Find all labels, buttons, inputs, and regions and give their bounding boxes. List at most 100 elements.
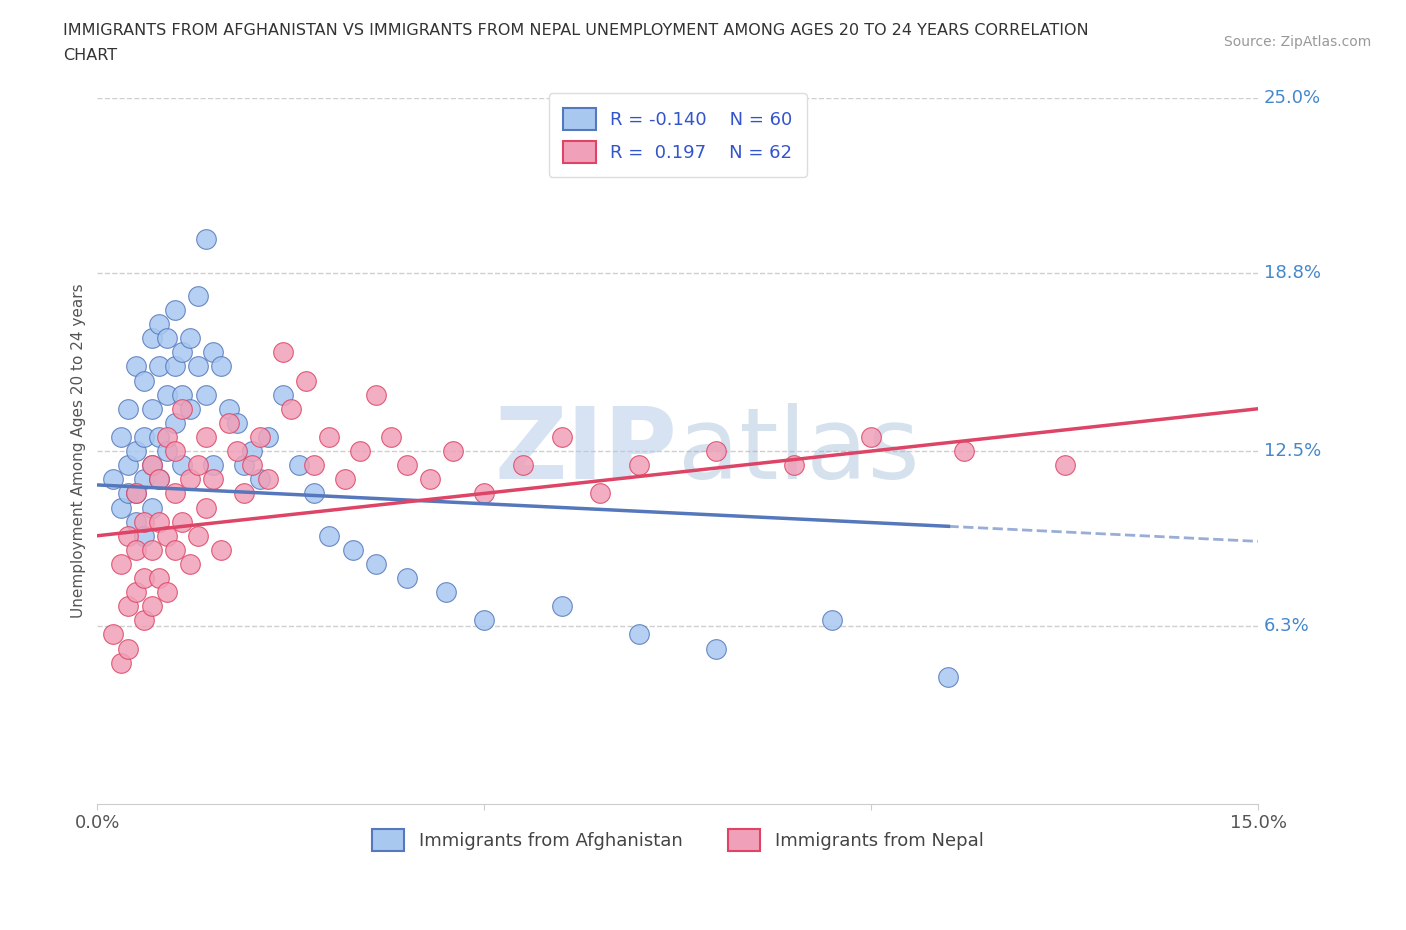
Point (218, 416, 240, 431)
Point (249, 472, 271, 486)
Point (280, 402, 302, 417)
Point (117, 486, 139, 501)
Point (110, 500, 132, 515)
Point (156, 528, 179, 543)
Point (125, 486, 148, 501)
Point (163, 302, 186, 317)
Point (938, 670, 960, 684)
Point (125, 514, 148, 529)
Point (953, 444, 976, 458)
Point (783, 458, 806, 472)
Point (209, 359, 232, 374)
Point (148, 514, 170, 529)
Point (117, 641, 139, 656)
Point (141, 500, 163, 515)
Text: IMMIGRANTS FROM AFGHANISTAN VS IMMIGRANTS FROM NEPAL UNEMPLOYMENT AMONG AGES 20 : IMMIGRANTS FROM AFGHANISTAN VS IMMIGRANT… (63, 23, 1088, 38)
Point (364, 556, 387, 571)
Point (472, 486, 495, 501)
Point (132, 514, 155, 529)
Point (287, 458, 309, 472)
Point (233, 458, 256, 472)
Point (179, 402, 201, 417)
Point (141, 458, 163, 472)
Text: ZIP: ZIP (495, 403, 678, 499)
Point (256, 472, 278, 486)
Point (706, 444, 728, 458)
Point (141, 458, 163, 472)
Point (132, 613, 155, 628)
Point (110, 656, 132, 671)
Point (132, 571, 155, 586)
Text: atlas: atlas (678, 403, 920, 499)
Point (194, 500, 217, 515)
Point (342, 542, 364, 557)
Point (125, 444, 148, 458)
Point (318, 430, 340, 445)
Point (110, 556, 132, 571)
Point (141, 599, 163, 614)
Point (163, 444, 186, 458)
Text: 18.8%: 18.8% (1264, 264, 1320, 283)
Point (125, 486, 148, 501)
Point (550, 430, 572, 445)
Point (441, 444, 464, 458)
Point (110, 430, 132, 445)
Point (156, 430, 179, 445)
Point (302, 458, 325, 472)
Y-axis label: Unemployment Among Ages 20 to 24 years: Unemployment Among Ages 20 to 24 years (72, 284, 86, 618)
Point (148, 472, 170, 486)
Point (249, 430, 271, 445)
Point (156, 585, 179, 600)
Point (194, 430, 217, 445)
Point (225, 416, 247, 431)
Legend: Immigrants from Afghanistan, Immigrants from Nepal: Immigrants from Afghanistan, Immigrants … (364, 822, 991, 858)
Point (860, 430, 883, 445)
Point (318, 528, 340, 543)
Point (550, 599, 572, 614)
Point (209, 542, 232, 557)
Point (156, 444, 179, 458)
Point (172, 387, 194, 402)
Point (163, 542, 186, 557)
Point (179, 472, 201, 486)
Point (821, 613, 844, 628)
Point (256, 430, 278, 445)
Point (395, 571, 418, 586)
Point (302, 486, 325, 501)
Point (472, 613, 495, 628)
Point (349, 444, 371, 458)
Point (141, 542, 163, 557)
Point (187, 288, 209, 303)
Point (271, 345, 294, 360)
Point (179, 331, 201, 346)
Text: Source: ZipAtlas.com: Source: ZipAtlas.com (1223, 35, 1371, 49)
Text: CHART: CHART (63, 48, 117, 63)
Point (132, 430, 155, 445)
Point (271, 387, 294, 402)
Point (172, 514, 194, 529)
Text: 6.3%: 6.3% (1264, 617, 1309, 635)
Point (187, 359, 209, 374)
Point (117, 528, 139, 543)
Point (132, 373, 155, 388)
Point (240, 458, 263, 472)
Point (141, 402, 163, 417)
Point (132, 528, 155, 543)
Point (101, 472, 124, 486)
Point (163, 359, 186, 374)
Point (233, 486, 256, 501)
Point (117, 402, 139, 417)
Point (148, 430, 170, 445)
Point (627, 458, 650, 472)
Point (141, 331, 163, 346)
Point (187, 458, 209, 472)
Point (163, 486, 186, 501)
Point (172, 402, 194, 417)
Point (512, 458, 534, 472)
Text: 25.0%: 25.0% (1264, 89, 1320, 107)
Point (295, 373, 318, 388)
Point (240, 444, 263, 458)
Point (125, 585, 148, 600)
Point (627, 627, 650, 642)
Point (218, 402, 240, 417)
